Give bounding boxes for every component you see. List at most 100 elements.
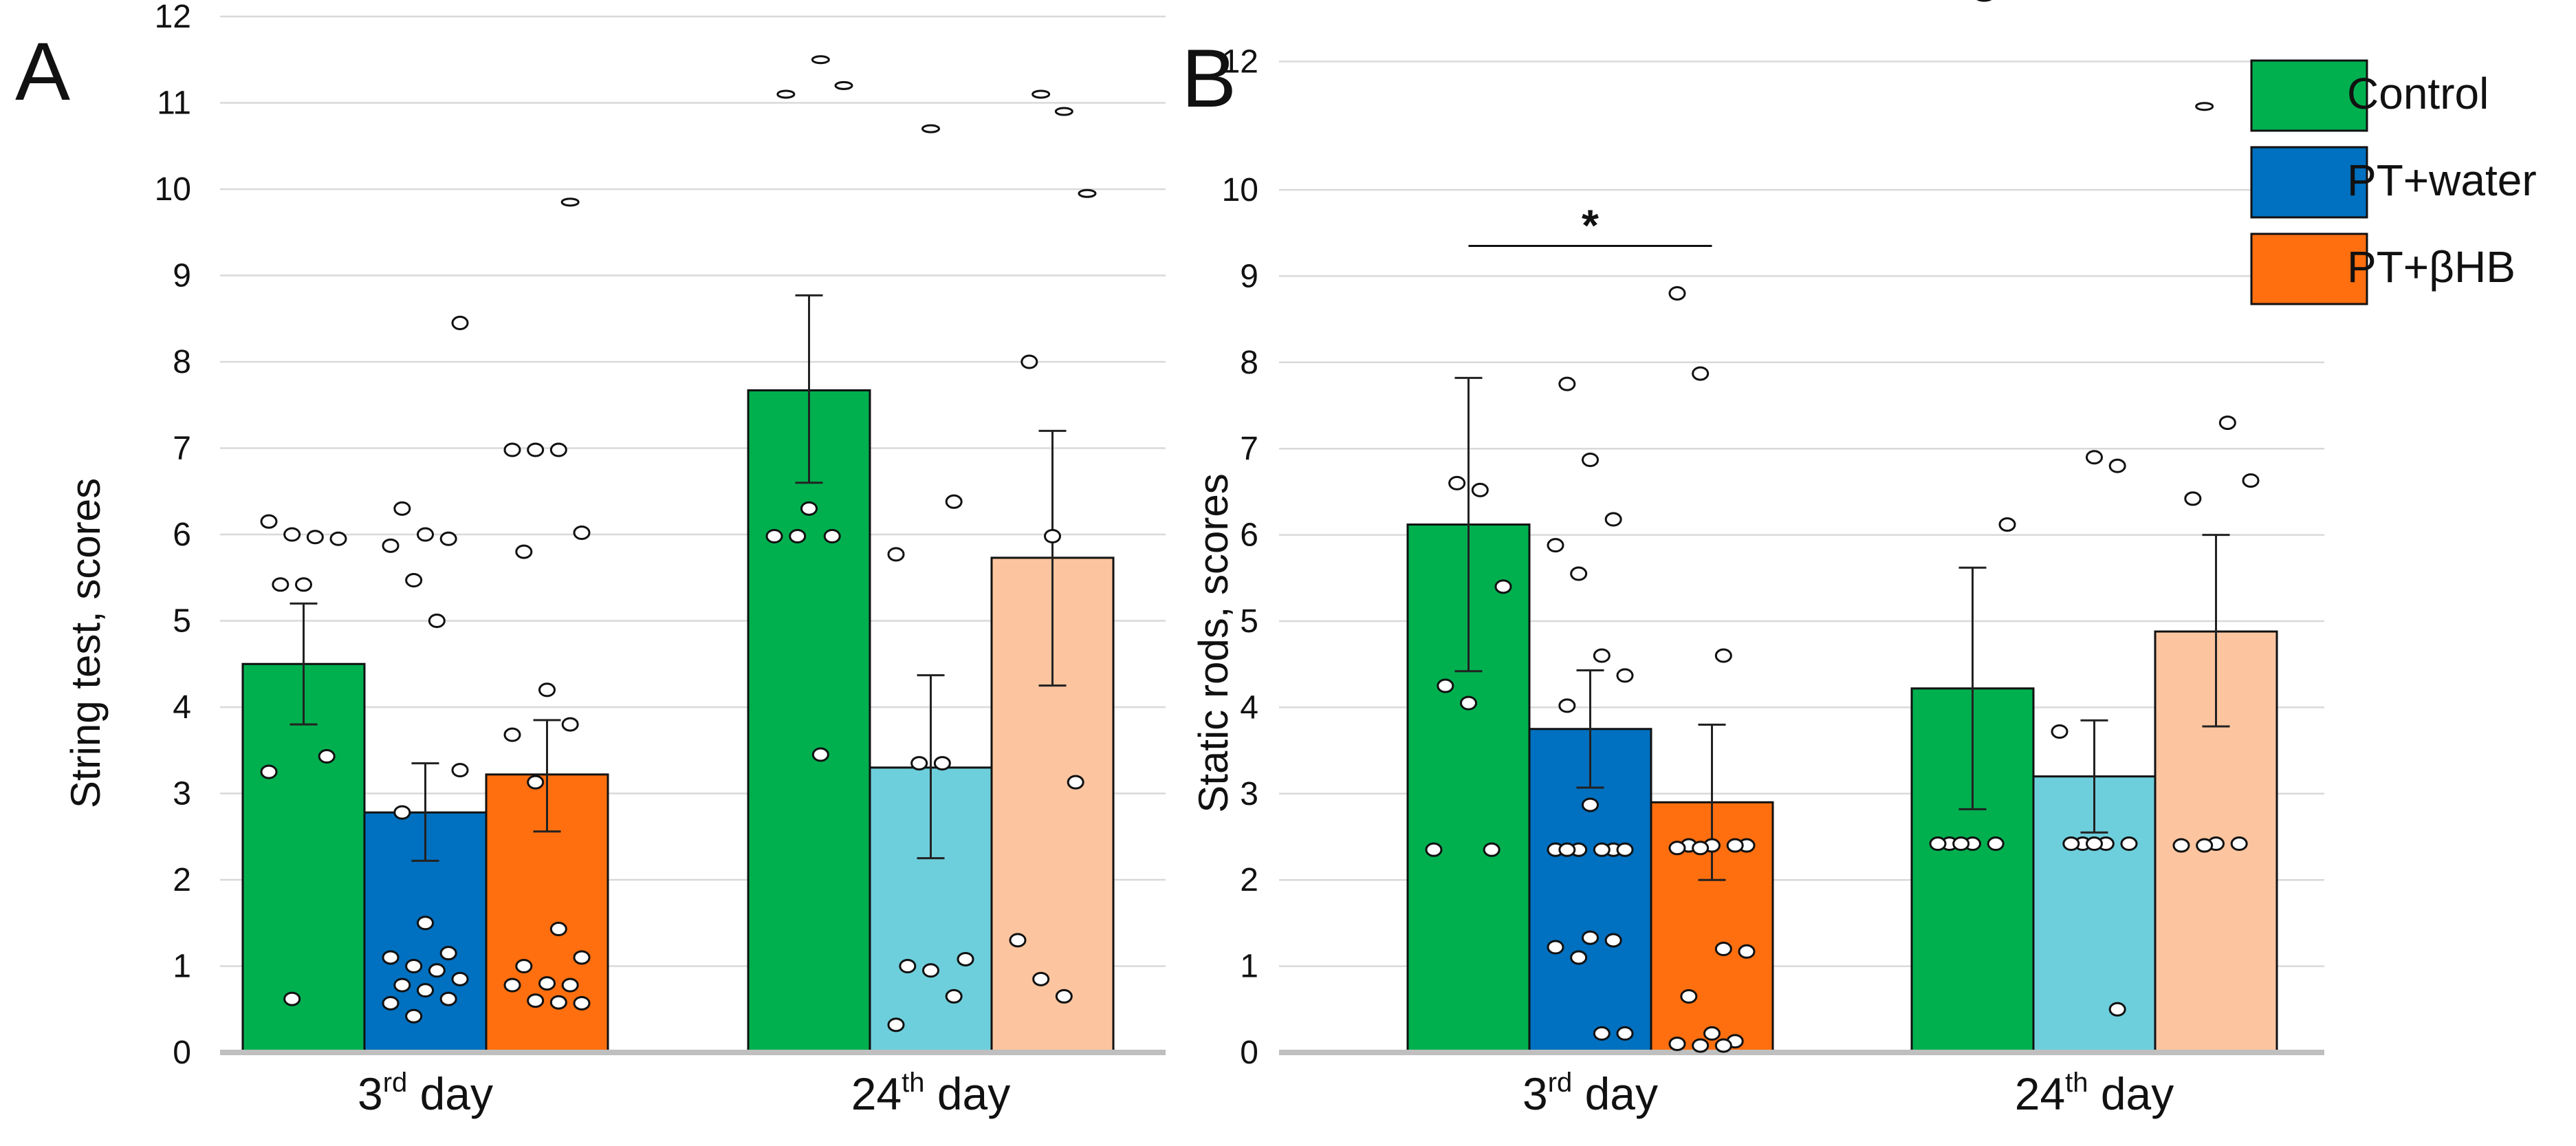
panel-a-data-point (283, 527, 301, 542)
panel-a-data-point (549, 442, 567, 457)
panel-a-data-point (439, 946, 457, 961)
panel-a-data-point (561, 717, 579, 732)
panel-b-data-point (1714, 942, 1732, 957)
panel-a-data-point (329, 531, 347, 546)
panel-a-y-tick-label: 12 (155, 0, 191, 35)
panel-b-y-tick-label: 4 (1240, 689, 1258, 726)
panel-b-data-point (1483, 842, 1500, 857)
panel-a-data-point (834, 80, 853, 90)
panel-a-data-point (382, 950, 400, 965)
panel-b-data-point (1738, 944, 1756, 959)
panel-a-data-point (417, 916, 434, 931)
panel-a-data-point (538, 976, 556, 991)
panel-b-y-tick-label: 3 (1240, 776, 1258, 812)
panel-a-data-point (573, 950, 591, 965)
panel-b-significance-star: * (1582, 201, 1599, 250)
panel-a-data-point (910, 756, 928, 771)
panel-b-data-point (2172, 838, 2190, 853)
panel-b-data-point (1558, 842, 1576, 857)
panel-b-data-point (2230, 836, 2248, 852)
panel-a-data-point (1032, 89, 1051, 99)
panel-b-data-point (1692, 841, 1710, 856)
panel-b-data-point (1582, 930, 1599, 945)
panel-b-data-point (1425, 842, 1443, 857)
panel-b-data-point (1668, 1036, 1686, 1051)
panel-a-y-tick-label: 3 (173, 776, 191, 812)
panel-b-data-point (2108, 458, 2126, 473)
panel-a-data-point (382, 538, 400, 553)
panel-b-data-point (2196, 838, 2214, 853)
panel-b-data-point (1976, 0, 1992, 2)
panel-a-y-tick-label: 7 (173, 431, 191, 467)
panel-a-data-point (549, 995, 567, 1010)
legend-swatch-control (2250, 59, 2368, 132)
panel-a-data-point (899, 959, 917, 973)
panel-a-data-point (823, 529, 841, 544)
panel-a-data-point (295, 577, 312, 592)
panel-b-data-point (1604, 933, 1622, 948)
panel-a-data-point (1044, 529, 1061, 544)
panel-a-data-point (811, 747, 829, 762)
panel-a-y-tick-label: 10 (155, 171, 191, 208)
panel-b-data-point (1692, 1038, 1710, 1053)
panel-b-data-point (1494, 579, 1512, 594)
panel-a-y-tick-label: 4 (173, 689, 191, 726)
panel-a-y-axis-label: String test, scores (63, 478, 109, 808)
legend-label-control: Control (2347, 69, 2489, 118)
panel-b-data-point (1582, 453, 1599, 468)
panel-a-data-point (260, 764, 278, 779)
panel-a-data-point (503, 442, 521, 457)
panel-a-data-point (887, 547, 905, 562)
panel-b-data-point (1987, 836, 2005, 852)
panel-b-data-point (1998, 517, 2016, 532)
panel-b-y-tick-label: 5 (1240, 603, 1258, 640)
chart-panel-b: 0123456789101214Static rods, scores*3rd … (1190, 0, 2324, 1119)
panel-b-y-tick-label: 8 (1240, 345, 1258, 381)
legend-swatch-pt-water (2250, 146, 2368, 219)
panel-a-data-point (382, 995, 400, 1010)
panel-a-y-tick-label: 9 (173, 258, 191, 294)
panel-a-data-point (933, 756, 951, 771)
panel-a-data-point (1055, 988, 1073, 1004)
panel-a-x-category-label: 24th day (851, 1068, 1011, 1119)
panel-b-data-point (2086, 836, 2103, 852)
panel-a-y-tick-label: 6 (173, 517, 191, 553)
panel-a-data-point (561, 977, 579, 993)
legend: Control PT+water PT+βHB (2250, 59, 2537, 305)
panel-a-data-point (393, 977, 411, 993)
panel-a-data-point (439, 531, 457, 546)
panel-b-y-tick-label: 2 (1240, 862, 1258, 898)
panel-b-data-point (1558, 376, 1576, 391)
panel-a-data-point (538, 682, 556, 698)
panel-a-data-point (921, 124, 940, 133)
panel-b-data-point (2184, 491, 2202, 506)
panel-b-data-point (1726, 838, 1744, 853)
panel-b-y-tick-label: 9 (1240, 258, 1258, 294)
panel-b-data-point (2051, 724, 2069, 739)
panel-a-data-point (527, 775, 545, 790)
panel-a-data-point (260, 514, 278, 529)
panel-a-data-point (1054, 107, 1073, 116)
panel-letter-a: A (15, 25, 70, 118)
panel-a-y-tick-label: 2 (173, 862, 191, 898)
panel-b-y-tick-label: 10 (1222, 172, 1258, 208)
panel-a-data-point (393, 805, 411, 820)
panel-b-data-point (2218, 415, 2236, 431)
panel-b-y-tick-label: 12 (1222, 43, 1258, 80)
panel-b-data-point (1570, 566, 1588, 581)
panel-b-data-point (1952, 836, 1970, 852)
panel-letter-b: B (1181, 32, 1236, 125)
panel-a-data-point (515, 959, 533, 973)
panel-a-data-point (789, 529, 807, 544)
panel-a-data-point (428, 614, 446, 628)
panel-a-data-point (527, 993, 545, 1008)
panel-b-data-point (1680, 988, 1698, 1004)
panel-b-data-point (1668, 841, 1686, 856)
panel-a-y-tick-label: 1 (173, 949, 191, 985)
panel-b-data-point (1616, 1026, 1634, 1041)
panel-a-y-tick-label: 11 (157, 85, 191, 122)
panel-a-data-point (428, 963, 446, 978)
panel-b-data-point (2195, 102, 2214, 111)
